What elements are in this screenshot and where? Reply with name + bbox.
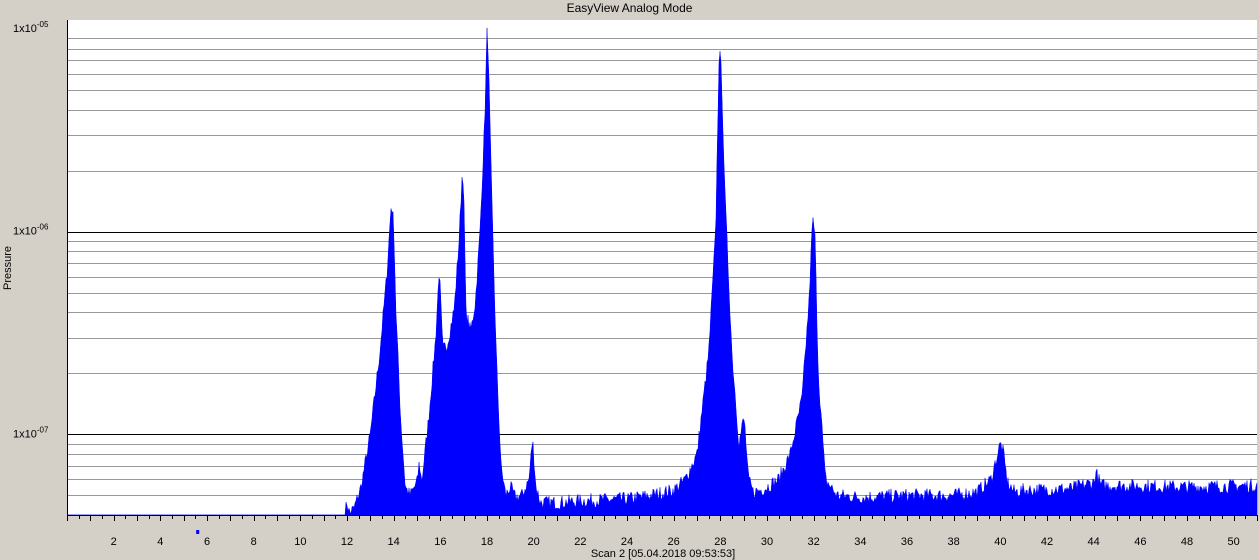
y-tick-label: 1x10-05 — [13, 20, 49, 35]
x-tick-label: 20 — [528, 536, 540, 548]
x-tick-label: 32 — [808, 536, 820, 548]
x-ticks: 2 4 6 8 10 12 14 16 18 20 22 24 26 28 30 32 34 36 38 40 42 44… — [67, 515, 1258, 548]
x-tick-label: 36 — [901, 536, 913, 548]
x-tick-label: 14 — [388, 536, 400, 548]
x-tick-label: 30 — [761, 536, 773, 548]
x-tick-label: 38 — [948, 536, 960, 548]
x-tick-label: 46 — [1134, 536, 1146, 548]
y-tick-label: 1x10-06 — [13, 223, 49, 238]
x-tick-label: 28 — [714, 536, 726, 548]
x-tick-label: 40 — [994, 536, 1006, 548]
x-tick-label: 44 — [1088, 536, 1100, 548]
x-tick-label: 6 — [204, 536, 210, 548]
x-tick-label: 22 — [574, 536, 586, 548]
x-axis-caption: Scan 2 [05.04.2018 09:53:53] — [590, 548, 736, 560]
chart-title: EasyView Analog Mode — [566, 1, 693, 15]
x-tick-label: 34 — [854, 536, 866, 548]
x-tick-label: 48 — [1181, 536, 1193, 548]
x-tick-label: 24 — [621, 536, 633, 548]
x-tick-label: 2 — [111, 536, 117, 548]
x-tick-label: 26 — [668, 536, 680, 548]
y-tick-label: 1x10-07 — [13, 425, 49, 440]
x-tick-label: 12 — [341, 536, 353, 548]
x-tick-label: 8 — [251, 536, 257, 548]
x-tick-label: 50 — [1228, 536, 1240, 548]
scan-marker[interactable] — [196, 530, 200, 534]
x-tick-label: 16 — [434, 536, 446, 548]
grid-lines — [67, 38, 1257, 516]
x-tick-label: 4 — [157, 536, 163, 548]
x-tick-label: 10 — [294, 536, 306, 548]
x-tick-label: 42 — [1041, 536, 1053, 548]
plot-background — [67, 20, 1257, 515]
y-tick-labels: 1x10-05 1x10-06 1x10-07 — [13, 20, 49, 440]
x-tick-label: 18 — [481, 536, 493, 548]
